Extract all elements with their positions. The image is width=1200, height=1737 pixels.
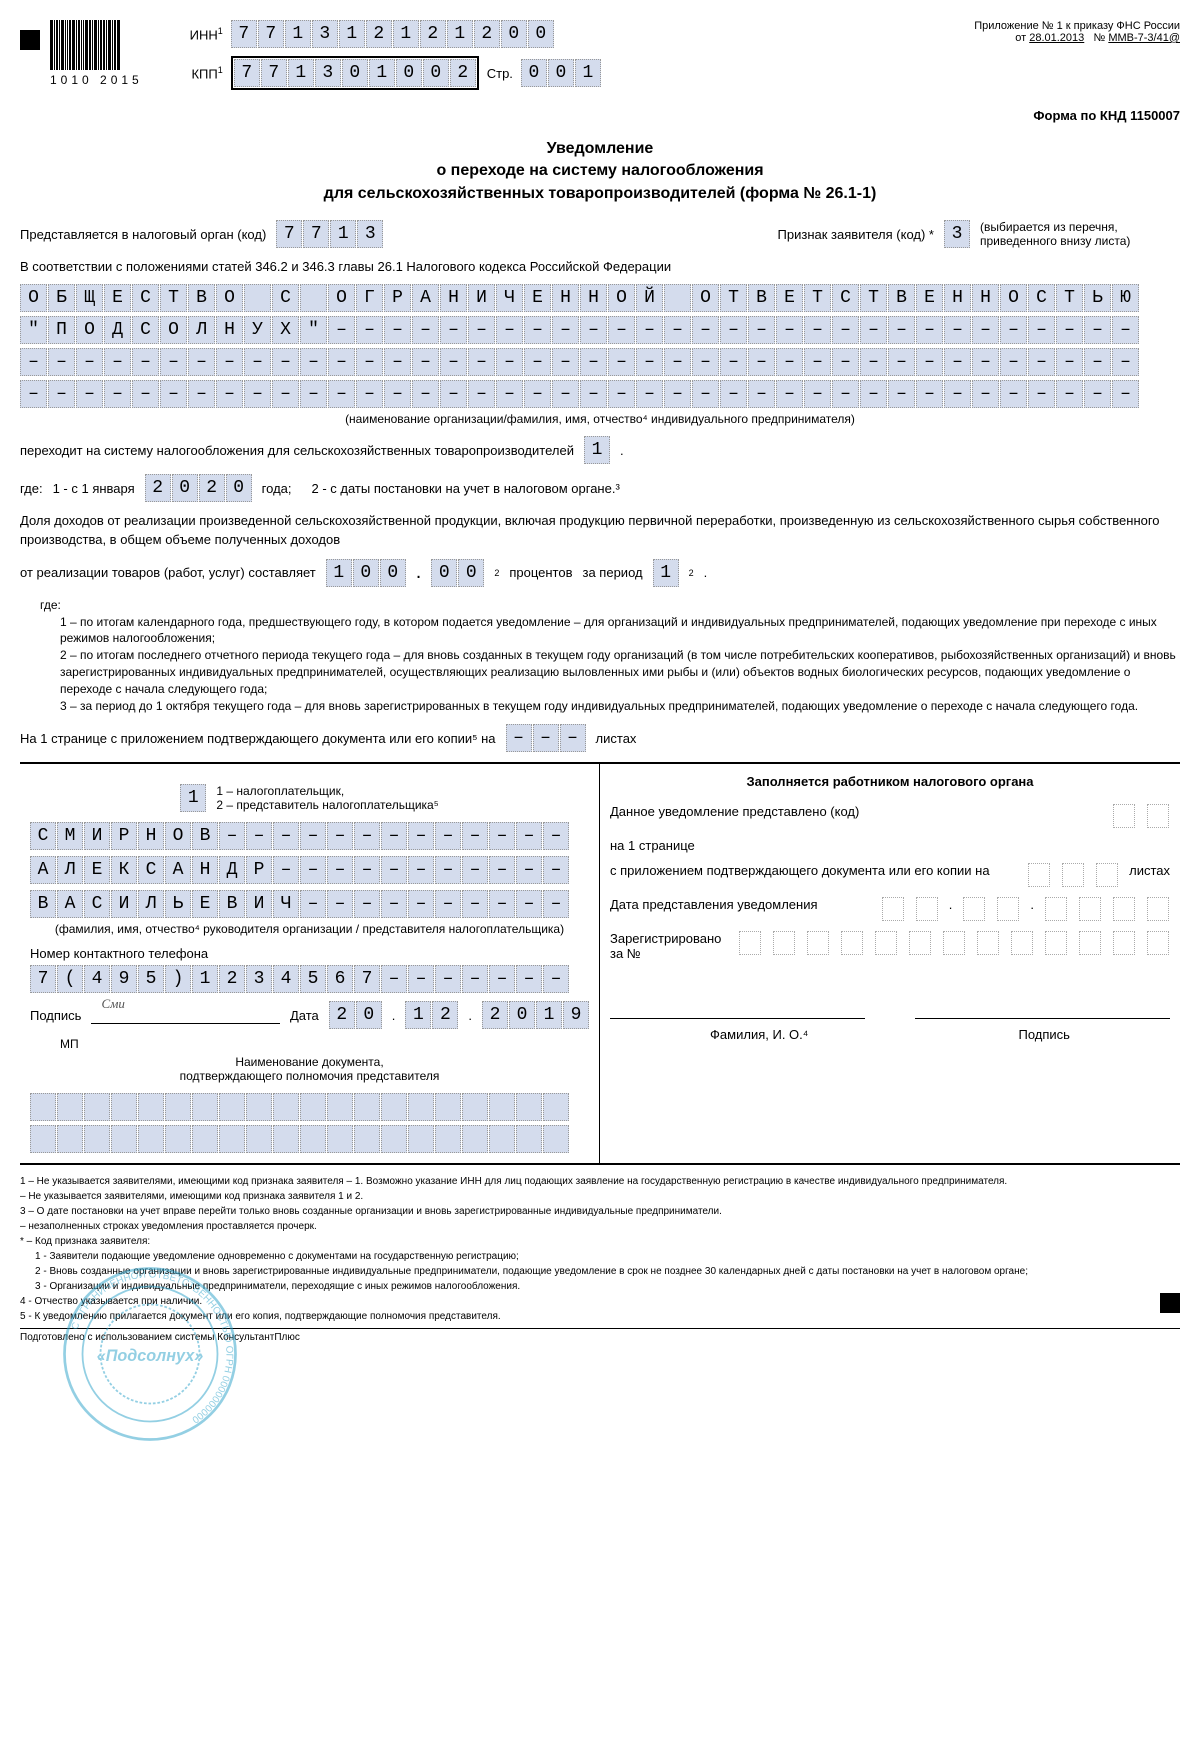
off-l5: Зарегистрировано за № [610, 931, 728, 961]
header: 1010 2015 ИНН1 771312121200 КПП1 7713010… [20, 20, 1180, 98]
off-l3-suffix: листах [1129, 863, 1170, 878]
applicant-note: (выбирается из перечня, приведенного вни… [980, 220, 1180, 248]
signer-type-code: 1 [180, 784, 206, 812]
sheets-cells: ––– [506, 724, 586, 752]
off-l1: Данное уведомление представлено (код) [610, 804, 1102, 819]
inn-kpp-block: ИНН1 771312121200 КПП1 771301002 Стр. 00… [173, 20, 870, 98]
income-dec: 00 [431, 559, 484, 587]
org-name-caption: (наименование организации/фамилия, имя, … [20, 412, 1180, 426]
applicant-label: Признак заявителя (код) * [778, 227, 934, 242]
applicant-code: 3 [944, 220, 970, 248]
signer-type-legend: 1 – налогоплательщик, 2 – представитель … [216, 784, 438, 812]
off-sign-label: Подпись [1018, 1027, 1069, 1042]
official-fio-line [610, 1001, 865, 1019]
inn-label: ИНН1 [173, 26, 223, 42]
mp-label: МП [60, 1037, 589, 1051]
income-int: 100 [326, 559, 406, 587]
opt1-prefix: 1 - с 1 января [53, 481, 135, 496]
doc-line1 [30, 1093, 589, 1121]
page-label: Стр. [487, 66, 513, 81]
footnotes: 1 – Не указывается заявителями, имеющими… [20, 1175, 1180, 1323]
year-suffix: года; [262, 481, 292, 496]
sign-label: Подпись [30, 1008, 81, 1023]
off-l3: с приложением подтверждающего документа … [610, 863, 1017, 878]
pages-suffix: листах [596, 731, 637, 746]
signature-section: 1 1 – налогоплательщик, 2 – представител… [20, 762, 1180, 1163]
date-day: 20 [329, 1001, 382, 1029]
off-l4: Дата представления уведомления [610, 897, 871, 912]
doc-line2 [30, 1125, 589, 1153]
signer-caption: (фамилия, имя, отчество⁴ руководителя ор… [30, 922, 589, 936]
official-title: Заполняется работником налогового органа [610, 774, 1170, 789]
annex-info: Приложение № 1 к приказу ФНС России от 2… [900, 20, 1180, 44]
kpp-label: КПП1 [173, 65, 223, 81]
barcode-block: 1010 2015 [50, 20, 143, 87]
page-cells: 001 [521, 59, 601, 87]
tax-org-code: 7713 [276, 220, 383, 248]
pages-row: На 1 странице с приложением подтверждающ… [20, 724, 1180, 752]
tax-org-label: Представляется в налоговый орган (код) [20, 227, 266, 242]
svg-text:«Подсолнух»: «Подсолнух» [97, 1348, 203, 1366]
signer-column: 1 1 – налогоплательщик, 2 – представител… [20, 764, 600, 1163]
phone-label: Номер контактного телефона [30, 946, 589, 961]
date-year: 2019 [482, 1001, 589, 1029]
opt2-text: 2 - с даты постановки на учет в налогово… [312, 481, 620, 496]
knd-code: Форма по КНД 1150007 [20, 108, 1180, 123]
corner-marker-br [1160, 1293, 1180, 1313]
period-code: 1 [653, 559, 679, 587]
signer-name: АЛЕКСАНДР––––––––––– [30, 856, 589, 884]
income-prefix: от реализации товаров (работ, услуг) сос… [20, 565, 316, 580]
transition-text: переходит на систему налогообложения для… [20, 443, 574, 458]
main-title: Уведомление о переходе на систему налого… [20, 138, 1180, 205]
income-row: от реализации товаров (работ, услуг) сос… [20, 559, 1180, 587]
transition-code: 1 [584, 436, 610, 464]
barcode-number: 1010 2015 [50, 73, 143, 87]
off-l2: на 1 странице [610, 838, 695, 853]
org-name-block: ОБЩЕСТВОСОГРАНИЧЕННОЙОТВЕТСТВЕННОСТЬЮ "П… [20, 284, 1180, 408]
off-fio-label: Фамилия, И. О.⁴ [710, 1027, 808, 1042]
inn-cells: 771312121200 [231, 20, 554, 48]
transition-year-row: где: 1 - с 1 января 2020 года; 2 - с дат… [20, 474, 1180, 502]
basis-text: В соответствии с положениями статей 346.… [20, 258, 1180, 276]
footer: Подготовлено с использованием системы Ко… [20, 1328, 1180, 1343]
official-sign-line [915, 1001, 1170, 1019]
tax-org-row: Представляется в налоговый орган (код) 7… [20, 220, 1180, 248]
year-cells: 2020 [145, 474, 252, 502]
date-month: 12 [405, 1001, 458, 1029]
signer-phone: 7(495)1234567––––––– [30, 965, 589, 993]
barcode [50, 20, 143, 70]
signature-line: Сми [91, 1006, 280, 1024]
doc-caption: Наименование документа, подтверждающего … [30, 1055, 589, 1083]
corner-marker-tl [20, 30, 40, 50]
signature-scribble: Сми [101, 996, 124, 1012]
period-label: за период [583, 565, 643, 580]
transition-row: переходит на систему налогообложения для… [20, 436, 1180, 464]
income-para: Доля доходов от реализации произведенной… [20, 512, 1180, 548]
signer-surname: СМИРНОВ––––––––––––– [30, 822, 589, 850]
period-notes: где: 1 – по итогам календарного года, пр… [20, 597, 1180, 715]
signer-patronymic: ВАСИЛЬЕВИЧ–––––––––– [30, 890, 589, 918]
percent-label: процентов [509, 565, 572, 580]
kpp-cells: 771301002 [231, 56, 479, 90]
pages-prefix: На 1 странице с приложением подтверждающ… [20, 731, 496, 746]
where-label: где: [20, 481, 43, 496]
official-column: Заполняется работником налогового органа… [600, 764, 1180, 1163]
date-label: Дата [290, 1008, 319, 1023]
